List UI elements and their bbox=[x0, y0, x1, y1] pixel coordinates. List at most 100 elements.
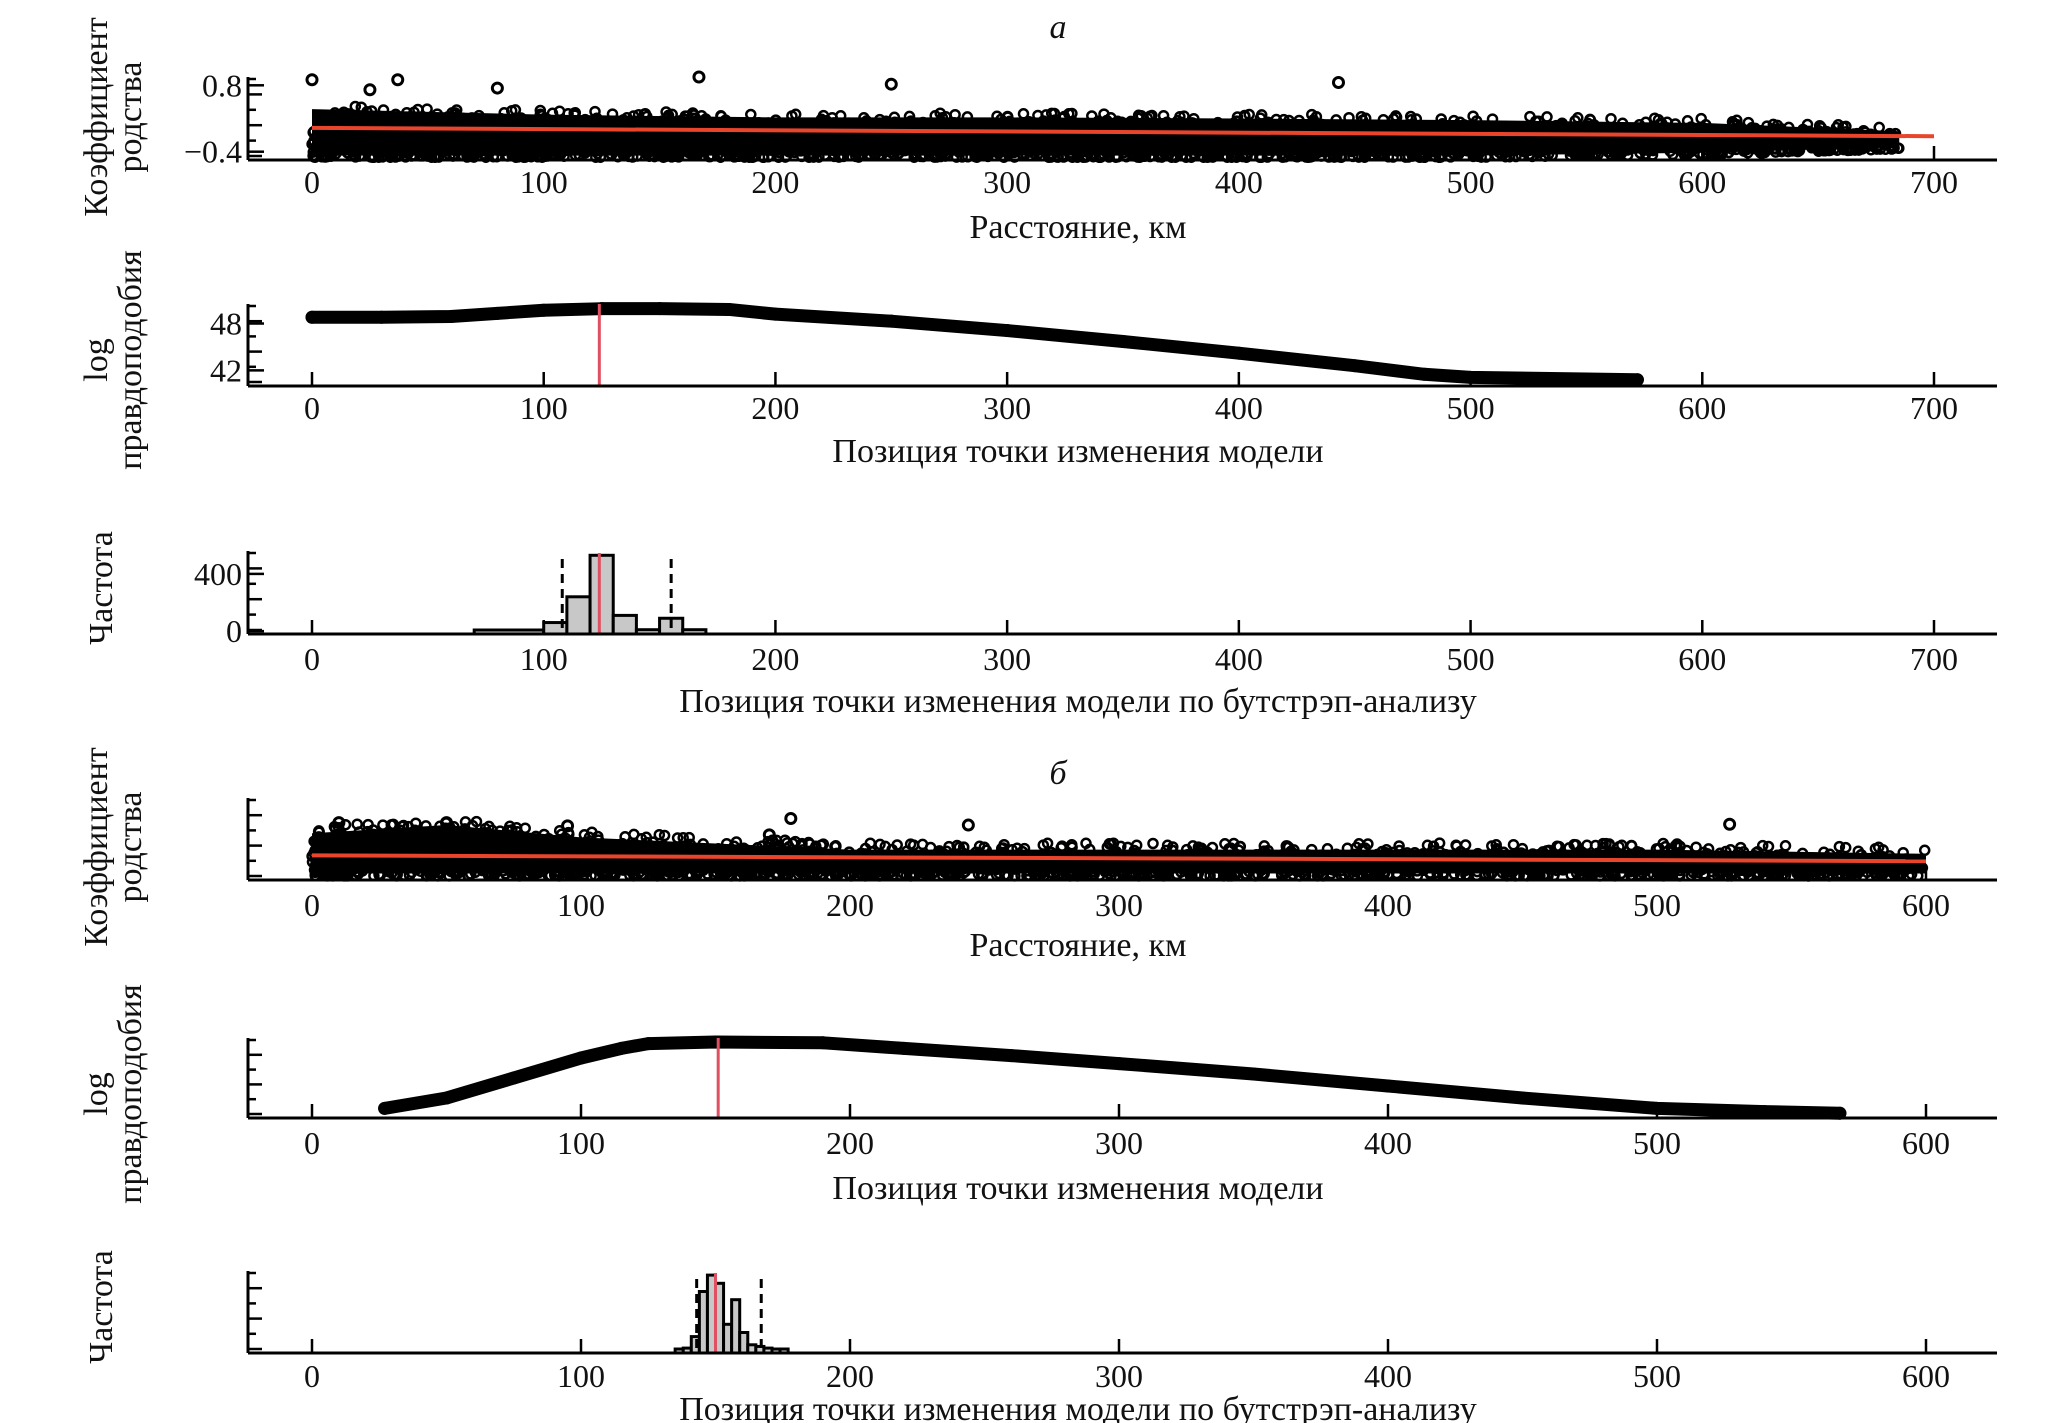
data-point bbox=[1441, 145, 1454, 157]
data-point bbox=[589, 105, 601, 118]
data-point bbox=[406, 832, 418, 845]
curve-point bbox=[490, 306, 504, 320]
data-point bbox=[425, 835, 437, 847]
data-point bbox=[886, 865, 898, 878]
data-point bbox=[1415, 147, 1427, 159]
data-point bbox=[1669, 839, 1682, 852]
data-point bbox=[1427, 840, 1440, 852]
curve-point bbox=[1112, 1057, 1126, 1071]
curve-point bbox=[722, 302, 736, 316]
data-point bbox=[1368, 145, 1381, 158]
data-point bbox=[1146, 109, 1158, 122]
x-tick-label: 0 bbox=[304, 1358, 320, 1394]
outlier-point bbox=[884, 77, 898, 91]
data-point bbox=[763, 866, 776, 878]
curve-point bbox=[768, 307, 782, 321]
data-point bbox=[762, 117, 775, 129]
data-point bbox=[1008, 146, 1020, 159]
data-point bbox=[493, 857, 506, 869]
data-point bbox=[400, 145, 412, 157]
data-point bbox=[977, 127, 989, 140]
data-point bbox=[675, 145, 688, 158]
data-point bbox=[1437, 867, 1450, 879]
x-tick-label: 100 bbox=[557, 1358, 605, 1394]
x-tick-label: 100 bbox=[557, 887, 605, 923]
data-point bbox=[1661, 116, 1673, 129]
data-point bbox=[410, 832, 422, 844]
data-point bbox=[1037, 115, 1050, 127]
data-point bbox=[658, 829, 671, 842]
data-point bbox=[849, 135, 861, 147]
data-point bbox=[1105, 111, 1117, 124]
outlier-point bbox=[1723, 817, 1737, 831]
data-point bbox=[730, 836, 743, 848]
data-point bbox=[1049, 139, 1061, 152]
curve-point bbox=[537, 303, 551, 317]
y-axis-label: log bbox=[78, 1072, 115, 1115]
x-tick-label: 700 bbox=[1910, 164, 1958, 200]
data-point bbox=[597, 116, 609, 129]
outlier-point bbox=[363, 83, 377, 97]
data-point bbox=[1820, 144, 1833, 156]
data-point bbox=[445, 858, 458, 871]
data-point bbox=[747, 151, 759, 163]
data-point bbox=[1865, 136, 1878, 149]
data-point bbox=[501, 824, 514, 837]
data-point bbox=[1664, 145, 1676, 157]
data-point bbox=[1330, 114, 1342, 126]
data-point bbox=[1796, 847, 1809, 860]
data-point bbox=[341, 147, 354, 159]
y-axis-label: правдоподобия bbox=[112, 250, 149, 470]
data-point bbox=[1486, 840, 1498, 852]
data-point bbox=[506, 824, 518, 836]
data-point bbox=[1488, 140, 1500, 153]
data-point bbox=[1602, 140, 1614, 153]
x-tick-label: 300 bbox=[983, 390, 1031, 426]
x-axis-label: Позиция точки изменения модели bbox=[832, 1170, 1323, 1207]
data-point bbox=[384, 843, 396, 855]
data-point bbox=[1355, 110, 1368, 123]
data-point bbox=[546, 107, 559, 120]
data-point bbox=[930, 866, 942, 878]
data-point bbox=[1693, 147, 1706, 160]
data-point bbox=[1515, 847, 1527, 859]
data-point bbox=[530, 137, 542, 150]
data-point bbox=[1791, 867, 1803, 879]
data-point bbox=[803, 151, 815, 163]
data-point bbox=[1621, 144, 1634, 156]
x-tick-label: 200 bbox=[826, 1125, 874, 1161]
curve-point bbox=[653, 302, 667, 316]
data-point bbox=[1440, 861, 1452, 873]
data-point bbox=[1467, 110, 1479, 122]
data-point bbox=[1783, 121, 1795, 134]
data-point bbox=[1084, 143, 1096, 155]
data-point bbox=[1851, 143, 1863, 155]
curve-point bbox=[1348, 359, 1362, 373]
data-point bbox=[1391, 145, 1403, 157]
data-point bbox=[579, 146, 592, 159]
data-point bbox=[1899, 864, 1911, 877]
data-point bbox=[517, 132, 529, 144]
data-point bbox=[1085, 866, 1098, 878]
data-point bbox=[1321, 843, 1334, 855]
x-tick-label: 500 bbox=[1447, 390, 1495, 426]
data-point bbox=[1690, 841, 1702, 853]
data-point bbox=[1147, 837, 1159, 850]
data-point bbox=[1640, 116, 1652, 129]
data-point bbox=[393, 136, 405, 149]
x-tick-label: 400 bbox=[1364, 1358, 1412, 1394]
x-axis-label: Позиция точки изменения модели по бутстр… bbox=[679, 1391, 1477, 1423]
data-point bbox=[412, 103, 424, 116]
x-tick-label: 400 bbox=[1364, 1125, 1412, 1161]
data-point bbox=[1918, 844, 1931, 857]
data-point bbox=[1481, 851, 1494, 864]
data-point bbox=[697, 145, 710, 158]
data-point bbox=[712, 842, 725, 855]
data-point bbox=[712, 148, 725, 160]
data-point bbox=[506, 132, 518, 145]
data-point bbox=[627, 110, 640, 122]
data-point bbox=[970, 151, 983, 163]
data-point bbox=[1617, 143, 1630, 156]
regression-line bbox=[311, 853, 1927, 864]
data-point bbox=[1049, 861, 1062, 874]
